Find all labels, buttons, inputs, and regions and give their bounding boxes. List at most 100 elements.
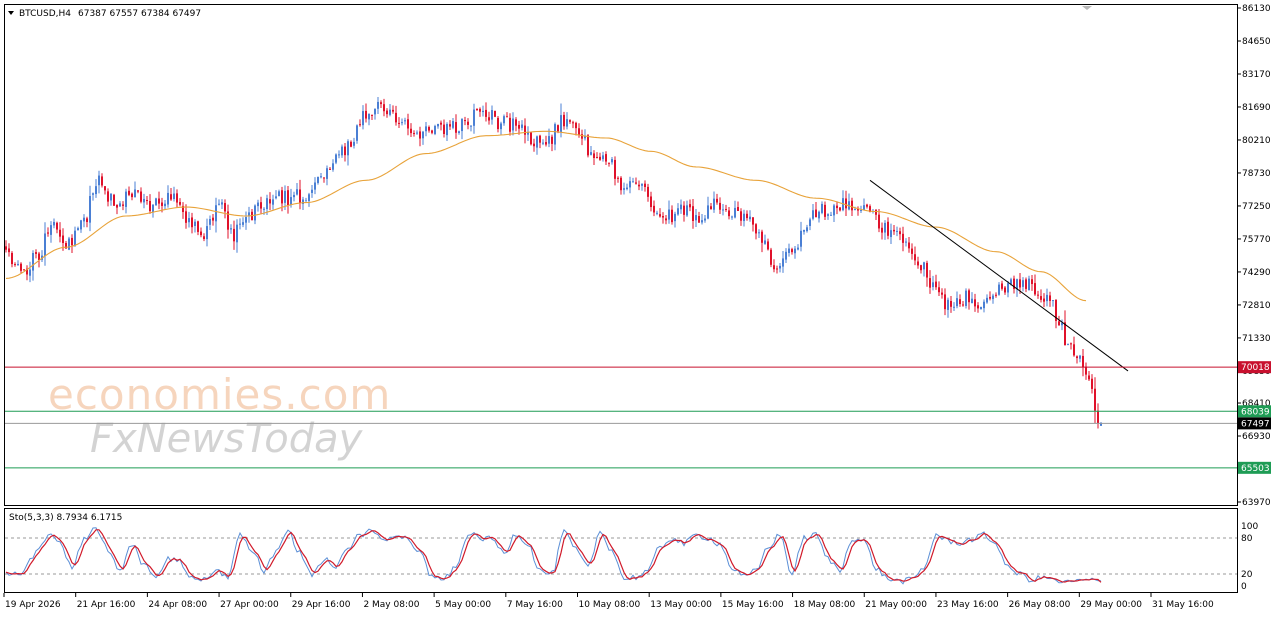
candle[interactable] [575, 121, 577, 136]
candle[interactable] [725, 204, 727, 212]
candle[interactable] [929, 270, 931, 294]
candle[interactable] [761, 229, 763, 253]
candle[interactable] [143, 193, 145, 209]
candle[interactable] [779, 262, 781, 273]
candle[interactable] [311, 184, 313, 198]
candle[interactable] [959, 294, 961, 307]
candle[interactable] [92, 192, 94, 201]
candle[interactable] [692, 198, 694, 229]
candle[interactable] [1028, 275, 1030, 291]
candle[interactable] [185, 204, 187, 229]
candle[interactable] [791, 247, 793, 255]
candle[interactable] [473, 103, 475, 134]
candle[interactable] [401, 118, 403, 126]
candle[interactable] [149, 194, 151, 214]
candle[interactable] [527, 126, 529, 142]
candle[interactable] [845, 190, 847, 216]
candle[interactable] [917, 256, 919, 269]
candle[interactable] [419, 126, 421, 147]
candle[interactable] [752, 217, 754, 232]
candle[interactable] [236, 219, 238, 253]
candle[interactable] [1064, 310, 1066, 346]
candle[interactable] [413, 130, 415, 137]
candle[interactable] [200, 227, 202, 238]
candle[interactable] [308, 192, 310, 207]
candle[interactable] [680, 199, 682, 214]
candle[interactable] [44, 222, 46, 266]
candle[interactable] [947, 297, 949, 318]
candle[interactable] [518, 120, 520, 135]
candle[interactable] [536, 135, 538, 155]
candle[interactable] [80, 219, 82, 233]
candle[interactable] [635, 177, 637, 185]
candle[interactable] [269, 192, 271, 211]
candle[interactable] [488, 111, 490, 125]
candle[interactable] [938, 281, 940, 297]
candle[interactable] [707, 196, 709, 220]
candle[interactable] [95, 179, 97, 198]
candle[interactable] [107, 188, 109, 207]
candle[interactable] [653, 200, 655, 217]
candle[interactable] [89, 185, 91, 232]
candle[interactable] [533, 138, 535, 152]
candle[interactable] [608, 162, 610, 167]
candle[interactable] [1085, 362, 1087, 380]
candle[interactable] [422, 130, 424, 145]
candle[interactable] [392, 105, 394, 114]
trendline[interactable] [869, 179, 1129, 372]
candle[interactable] [596, 152, 598, 159]
candle[interactable] [683, 201, 685, 222]
candle[interactable] [137, 190, 139, 194]
candle[interactable] [38, 251, 40, 268]
candle[interactable] [176, 189, 178, 208]
candle[interactable] [1034, 274, 1036, 296]
candle[interactable] [539, 134, 541, 149]
candle[interactable] [491, 105, 493, 125]
candle[interactable] [776, 265, 778, 274]
candle[interactable] [461, 118, 463, 140]
candle[interactable] [437, 123, 439, 129]
candle[interactable] [521, 120, 523, 131]
stochastic-panel[interactable] [5, 527, 1237, 585]
candle[interactable] [893, 224, 895, 235]
candle[interactable] [146, 196, 148, 205]
candle[interactable] [821, 201, 823, 215]
candle[interactable] [59, 222, 61, 243]
candle[interactable] [1046, 288, 1048, 307]
candle[interactable] [74, 226, 76, 247]
candle[interactable] [314, 177, 316, 195]
candle[interactable] [83, 214, 85, 228]
candle[interactable] [797, 244, 799, 251]
candle[interactable] [323, 177, 325, 183]
candle[interactable] [26, 265, 28, 281]
candle[interactable] [20, 262, 22, 274]
candle[interactable] [110, 192, 112, 206]
candle[interactable] [998, 282, 1000, 296]
candle[interactable] [1031, 274, 1033, 291]
candle[interactable] [1016, 278, 1018, 297]
candle[interactable] [863, 198, 865, 211]
candle[interactable] [329, 167, 331, 170]
candle[interactable] [602, 151, 604, 162]
candle[interactable] [935, 274, 937, 290]
candle[interactable] [701, 213, 703, 225]
candle[interactable] [449, 120, 451, 130]
candle[interactable] [239, 218, 241, 230]
candle[interactable] [296, 182, 298, 196]
candle[interactable] [926, 260, 928, 287]
candle[interactable] [704, 215, 706, 223]
candle[interactable] [905, 238, 907, 247]
candle[interactable] [305, 197, 307, 202]
candle[interactable] [299, 179, 301, 210]
candle[interactable] [995, 292, 997, 298]
candle[interactable] [1013, 275, 1015, 294]
candle[interactable] [659, 208, 661, 218]
candle[interactable] [611, 157, 613, 165]
candle[interactable] [695, 208, 697, 228]
candle[interactable] [953, 302, 955, 312]
candle[interactable] [302, 196, 304, 211]
candle[interactable] [5, 240, 7, 253]
candle[interactable] [362, 105, 364, 130]
candle[interactable] [827, 213, 829, 220]
candle[interactable] [674, 211, 676, 228]
